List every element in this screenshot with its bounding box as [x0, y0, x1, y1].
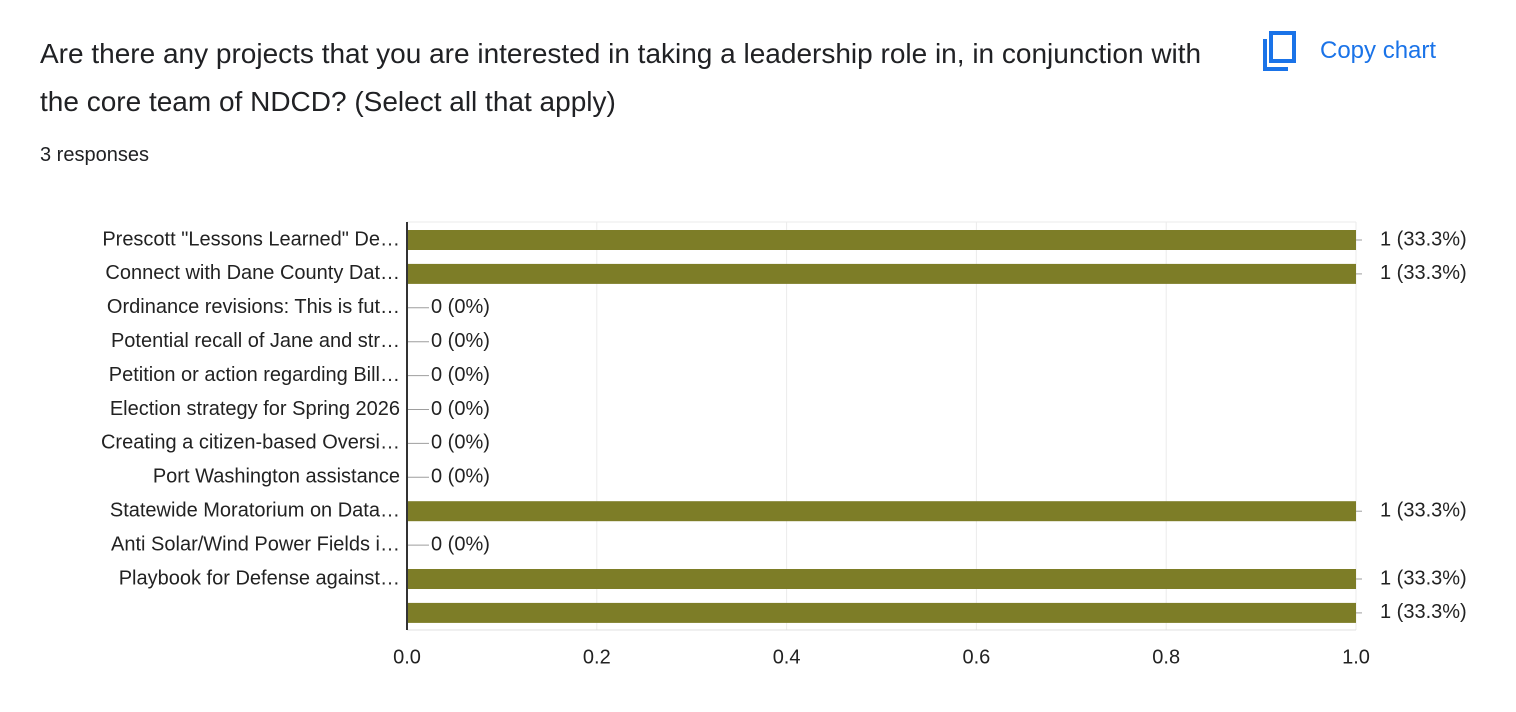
value-label: 1 (33.3%) — [1380, 567, 1467, 589]
copy-chart-label: Copy chart — [1320, 37, 1437, 64]
value-label: 1 (33.3%) — [1380, 499, 1467, 521]
copy-icon — [1263, 31, 1296, 71]
x-tick-label: 1.0 — [1342, 646, 1370, 668]
category-label: Petition or action regarding Bill… — [109, 364, 400, 386]
bar — [407, 602, 1356, 623]
value-label: 1 (33.3%) — [1380, 228, 1467, 250]
x-tick-label: 0.2 — [583, 646, 611, 668]
x-tick-label: 0.6 — [962, 646, 990, 668]
copy-chart-button[interactable]: Copy chart — [1262, 30, 1436, 72]
value-label: 0 (0%) — [431, 398, 490, 420]
category-label: Election strategy for Spring 2026 — [110, 398, 400, 420]
value-label: 0 (0%) — [431, 296, 490, 318]
category-label: Statewide Moratorium on Data… — [110, 499, 400, 521]
bar — [407, 501, 1356, 522]
value-label: 1 (33.3%) — [1380, 601, 1467, 623]
category-label: Potential recall of Jane and str… — [111, 330, 400, 352]
value-label: 1 (33.3%) — [1380, 262, 1467, 284]
value-label: 0 (0%) — [431, 466, 490, 488]
x-tick-label: 0.4 — [773, 646, 801, 668]
x-tick-label: 0.0 — [393, 646, 421, 668]
category-label: Playbook for Defense against… — [119, 567, 400, 589]
question-title: Are there any projects that you are inte… — [40, 38, 1202, 117]
category-label: Ordinance revisions: This is fut… — [107, 296, 400, 318]
value-label: 0 (0%) — [431, 533, 490, 555]
bar — [407, 569, 1356, 589]
value-label: 0 (0%) — [431, 432, 490, 454]
value-label: 0 (0%) — [431, 330, 490, 352]
category-label: Creating a citizen-based Oversi… — [101, 432, 400, 454]
category-label: Prescott "Lessons Learned" De… — [102, 228, 400, 250]
category-label: Anti Solar/Wind Power Fields i… — [111, 533, 400, 555]
bar — [407, 263, 1356, 284]
x-tick-label: 0.8 — [1152, 646, 1180, 668]
category-label: Port Washington assistance — [153, 466, 400, 488]
category-label: Connect with Dane County Dat… — [105, 262, 400, 284]
bar — [407, 230, 1356, 250]
value-label: 0 (0%) — [431, 364, 490, 386]
response-count: 3 responses — [40, 144, 149, 166]
